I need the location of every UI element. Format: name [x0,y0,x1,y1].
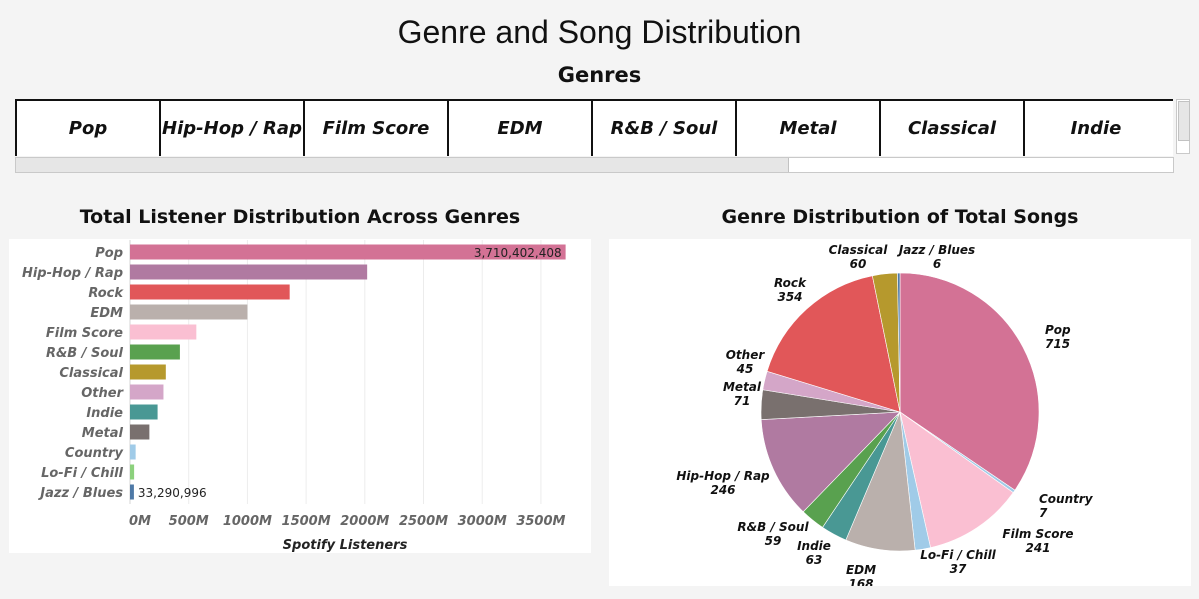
pie-chart-panel: Pop 715 Country 7 Film Score 241 Lo-Fi / Chill… [609,239,1191,591]
bar-category-label-country: Country [65,446,124,461]
bar-film-score[interactable] [130,324,197,340]
pie-slice-jazz-blues[interactable] [897,272,901,413]
bar-chart-title: Total Listener Distribution Across Genre… [79,206,521,228]
pie-value-other: 45 [736,362,754,376]
pie-value-lo-fi-chill: 37 [950,562,967,576]
bar-x-axis-label: Spotify Listeners [283,538,408,553]
bar-x-tick-label-0: 0M [129,514,151,529]
pie-label-edm: EDM [846,563,876,577]
bar-chart-panel: Pop 3,710,402,408 Hip-Hop / Rap Rock EDM Film… [9,239,591,553]
pie-value-r-b-soul: 59 [765,534,782,548]
pie-value-pop: 715 [1045,337,1070,351]
pie-value-metal: 71 [734,394,751,408]
genre-filter-metal[interactable]: Metal [735,101,879,156]
genre-filter-indie[interactable]: Indie [1023,101,1167,156]
pie-value-film-score: 241 [1025,541,1050,555]
pie-value-hip-hop-rap: 246 [710,483,735,497]
bar-indie[interactable] [130,404,158,420]
genre-vertical-scrollbar[interactable] [1176,99,1190,154]
bar-pop[interactable] [130,244,566,260]
bar-category-label-pop: Pop [95,246,123,261]
bar-x-tick-label-1: 500M [169,514,209,529]
bar-category-label-film-score: Film Score [46,326,123,341]
pie-value-country: 7 [1039,506,1048,520]
bar-category-label-lo-fi-chill: Lo-Fi / Chill [41,466,123,481]
genre-filter-pop[interactable]: Pop [15,101,159,156]
pie-value-jazz-blues: 6 [933,257,941,271]
pie-label-classical: Classical [829,243,889,257]
genre-filter-rnb-soul[interactable]: R&B / Soul [591,101,735,156]
bar-rock[interactable] [130,284,290,300]
pie-value-indie: 63 [806,553,823,567]
genre-filter-classical[interactable]: Classical [879,101,1023,156]
genre-filter-film-score[interactable]: Film Score [303,101,447,156]
bar-category-label-edm: EDM [90,306,123,321]
bar-category-label-classical: Classical [59,366,123,381]
page-title: Genre and Song Distribution [397,14,802,50]
bar-r-b-soul[interactable] [130,344,180,360]
pie-label-other: Other [726,348,766,362]
pie-chart-title: Genre Distribution of Total Songs [721,206,1079,228]
bar-category-label-indie: Indie [86,406,123,421]
pie-label-film-score: Film Score [1002,527,1073,541]
pie-value-classical: 60 [850,257,867,271]
bar-x-tick-label-5: 2500M [399,514,448,529]
bar-x-tick-label-3: 1500M [282,514,331,529]
horizontal-scrollbar-thumb[interactable] [16,158,789,172]
bar-category-label-other: Other [81,386,124,401]
pie-label-jazz-blues: Jazz / Blues [897,243,975,257]
bar-data-label-pop: 3,710,402,408 [474,246,562,260]
genre-horizontal-scrollbar[interactable] [15,157,1174,173]
bar-x-tick-label-2: 1000M [223,514,272,529]
bar-jazz-blues[interactable] [130,484,134,500]
pie-label-lo-fi-chill: Lo-Fi / Chill [920,548,996,562]
pie-slice-film-score[interactable] [899,411,1014,548]
pie-label-r-b-soul: R&B / Soul [737,520,809,534]
pie-label-indie: Indie [797,539,831,553]
vertical-scrollbar-thumb[interactable] [1178,101,1190,141]
bar-edm[interactable] [130,304,248,320]
bar-other[interactable] [130,384,164,400]
bar-x-tick-label-7: 3500M [516,514,565,529]
pie-slice-rock[interactable] [766,275,901,413]
bar-classical[interactable] [130,364,166,380]
bar-category-label-rock: Rock [88,286,124,301]
bar-country[interactable] [130,444,136,460]
pie-label-country: Country [1039,492,1094,506]
pie-label-pop: Pop [1045,323,1071,337]
genres-filter-title: Genres [557,63,642,87]
genre-filter-hiphop-rap[interactable]: Hip-Hop / Rap [159,101,303,156]
bar-category-label-metal: Metal [82,426,124,441]
pie-label-metal: Metal [723,380,762,394]
bar-hip-hop-rap[interactable] [130,264,368,280]
pie-label-rock: Rock [774,276,807,290]
genre-filter-edm[interactable]: EDM [447,101,591,156]
bar-x-tick-label-6: 3000M [458,514,507,529]
bar-metal[interactable] [130,424,150,440]
bar-category-label-hip-hop-rap: Hip-Hop / Rap [22,266,123,281]
bar-data-label-jazz-blues: 33,290,996 [138,486,207,500]
bar-lo-fi-chill[interactable] [130,464,135,480]
pie-label-hip-hop-rap: Hip-Hop / Rap [676,469,770,483]
bar-chart: Pop 3,710,402,408 Hip-Hop / Rap Rock EDM Film… [22,240,566,553]
bar-category-label-jazz-blues: Jazz / Blues [37,486,123,501]
genre-filter-strip: Pop Hip-Hop / Rap Film Score EDM R&B / S… [15,99,1173,156]
pie-value-edm: 168 [848,577,873,586]
pie-slice-hip-hop-rap[interactable] [760,411,901,513]
bar-x-tick-label-4: 2000M [340,514,389,529]
pie-slice-pop[interactable] [899,272,1040,491]
bar-category-label-r-b-soul: R&B / Soul [46,346,124,361]
pie-value-rock: 354 [777,290,802,304]
